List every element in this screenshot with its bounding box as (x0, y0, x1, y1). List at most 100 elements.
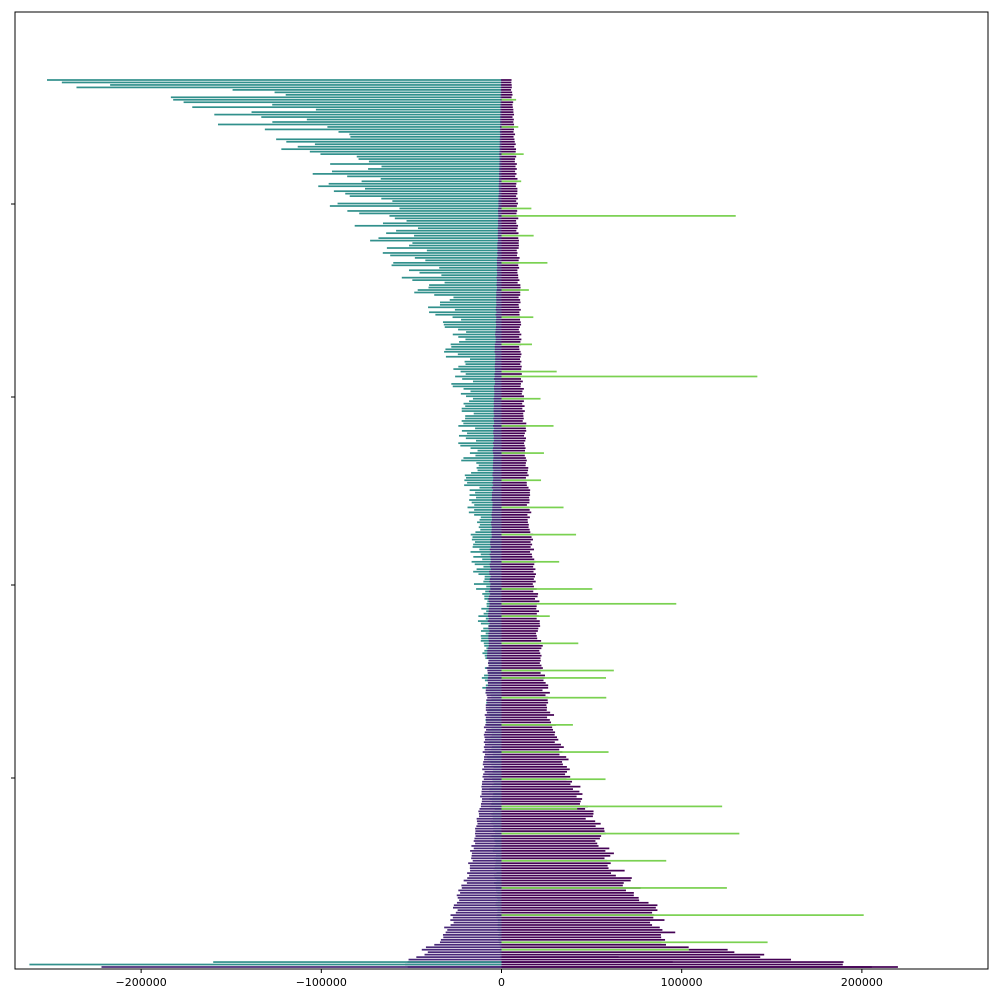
bar-series-a (501, 733, 555, 736)
bar-series-d (487, 672, 502, 674)
bar-series-d (494, 343, 502, 346)
bar-series-d (493, 479, 502, 482)
bar-series-d (482, 768, 502, 771)
bar-series-b (309, 150, 502, 153)
bar-series-b (286, 140, 502, 143)
bar-series-b (470, 533, 502, 536)
bar-series-a (501, 830, 605, 832)
bar-series-a (501, 353, 522, 356)
bar-series-a (501, 462, 526, 464)
bar-series-d (493, 434, 502, 437)
bar-series-b (469, 489, 502, 491)
bar-series-a (501, 775, 571, 778)
bar-series-b (461, 407, 502, 410)
bar-series-c (501, 859, 667, 862)
bar-series-a (501, 761, 563, 763)
bar-series-b (428, 306, 502, 309)
bar-series-d (408, 958, 502, 961)
bar-series-d (484, 753, 502, 756)
bar-series-b (327, 126, 502, 128)
bar-series-b (412, 242, 502, 244)
bar-series-a (501, 467, 529, 469)
bar-series-d (488, 625, 502, 627)
bar-series-a (501, 197, 518, 200)
bar-series-a (501, 674, 545, 677)
bar-series-a (501, 286, 521, 289)
bar-series-d (479, 808, 502, 810)
bar-series-d (458, 889, 502, 892)
bar-series-a (501, 563, 535, 566)
bar-series-d (494, 387, 502, 390)
bar-series-a (501, 79, 512, 81)
bar-series-b (354, 224, 502, 227)
bar-series-d (488, 644, 502, 647)
bar-series-d (490, 556, 502, 558)
bar-series-a (501, 541, 531, 543)
bar-series-c (501, 560, 560, 563)
bar-series-a (501, 158, 516, 160)
bar-series-d (480, 795, 502, 798)
bar-series-d (498, 185, 502, 188)
bar-series-d (485, 709, 502, 711)
bar-series-a (501, 296, 519, 299)
bar-series-a (501, 691, 550, 694)
bar-series-b (476, 467, 502, 469)
bar-series-d (491, 526, 502, 529)
bar-series-b (452, 385, 502, 388)
bar-series-a (501, 311, 520, 314)
bar-series-b (173, 98, 502, 101)
bar-series-b (314, 143, 502, 146)
bar-series-a (501, 736, 557, 739)
bar-series-a (501, 926, 660, 929)
bar-series-b (471, 538, 502, 541)
bar-series-d (469, 864, 502, 867)
bar-series-a (501, 437, 527, 440)
bar-series-d (500, 86, 502, 89)
bar-series-b (453, 368, 502, 370)
bar-series-d (444, 926, 502, 929)
bar-series-d (492, 506, 502, 509)
bar-series-b (391, 264, 502, 267)
bar-series-c (501, 506, 564, 509)
bar-series-b (381, 197, 502, 200)
bar-series-b (417, 227, 502, 230)
bar-series-d (495, 358, 502, 361)
bar-series-a (501, 889, 626, 892)
bar-series-d (500, 91, 502, 94)
bar-series-a (501, 531, 531, 533)
bar-series-c (501, 602, 677, 605)
bar-series-a (501, 291, 521, 294)
bar-series-d (494, 400, 502, 403)
bar-series-d (498, 190, 502, 193)
bar-series-b (472, 380, 502, 383)
bar-series-c (501, 677, 607, 679)
bar-series-d (493, 417, 502, 420)
bar-series-d (487, 677, 502, 679)
bar-series-d (496, 303, 502, 306)
bar-series-a (501, 116, 513, 118)
bar-series-d (495, 353, 502, 356)
bar-series-d (495, 360, 502, 363)
bar-series-d (467, 877, 502, 879)
bar-series-b (474, 514, 502, 516)
bar-series-a (501, 427, 526, 430)
bar-series-d (496, 316, 502, 319)
bar-series-d (474, 837, 502, 840)
bar-series-a (501, 852, 614, 855)
bar-series-a (501, 879, 631, 882)
bar-series-d (485, 724, 502, 726)
bar-series-d (497, 242, 502, 244)
bar-series-d (486, 721, 502, 724)
bar-series-d (497, 232, 502, 235)
bar-series-a (501, 714, 555, 716)
bar-series-b (356, 155, 502, 158)
bar-series-b (399, 207, 502, 210)
bar-series-d (487, 701, 502, 704)
bar-series-d (490, 551, 502, 553)
bar-series-d (450, 919, 502, 921)
bar-series-a (501, 657, 541, 660)
bar-series-a (501, 632, 537, 635)
bar-series-d (481, 790, 502, 793)
bar-series-a (501, 313, 520, 316)
bar-series-a (501, 620, 540, 622)
